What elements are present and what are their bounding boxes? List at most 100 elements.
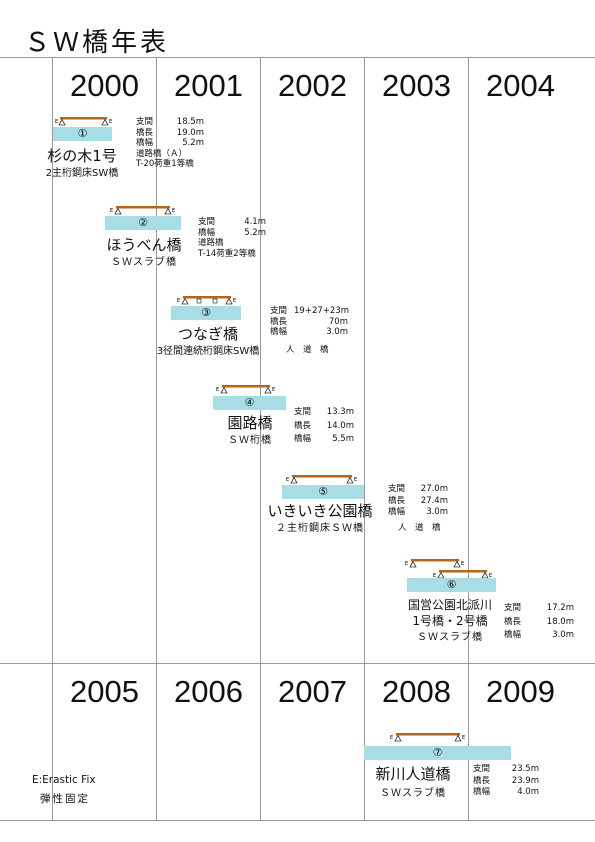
bridge-number: ③: [201, 306, 211, 319]
bridge-extra: T-20荷重1等橋: [136, 159, 194, 169]
grid-line-middle: [0, 663, 595, 664]
spec-value: 17.2m: [546, 603, 574, 613]
bridge-name: 新川人道橋: [375, 765, 451, 783]
spec-value: 70m: [328, 316, 348, 327]
bridge-number: ⑥: [446, 578, 457, 591]
svg-text:E: E: [177, 298, 180, 304]
bridge-type: 3径間連続桁鋼床SW橋: [156, 346, 260, 357]
bridge-extra: 人 道 橋: [398, 523, 441, 533]
spec-value: 23.9m: [511, 775, 539, 786]
bridge-number-box: [407, 578, 496, 592]
bridge-specs: 支間 19+27+23m 橋長 70m 橋幅 3.0m: [270, 306, 349, 338]
spec-value: 13.3m: [326, 407, 354, 417]
bridge-number-box: [364, 746, 511, 760]
spec-label: 橋長: [388, 495, 406, 506]
spec-value: 3.0m: [552, 630, 574, 640]
spec-label: 支間: [198, 217, 216, 227]
svg-text:E: E: [433, 573, 436, 579]
bridge-number: ②: [138, 216, 148, 229]
bridge-extra: 道路橋（Ａ）: [136, 148, 188, 159]
bridge-number-box: [171, 306, 241, 320]
spec-label: 支間: [270, 306, 288, 316]
spec-label: 橋長: [270, 316, 288, 327]
bridge-number: ④: [244, 396, 255, 409]
spec-label: 支間: [504, 603, 522, 613]
spec-value: 3.0m: [426, 507, 448, 517]
legend-elastic-fix: E:Erastic Fix: [32, 774, 96, 786]
svg-text:E: E: [216, 387, 219, 393]
bridge-name-line2: 1号橋・2号橋: [412, 614, 488, 628]
bridge-specs: 支間 18.5m 橋長 19.0m 橋幅 5.2m 道路橋（Ａ） T-20荷重1等橋: [136, 117, 204, 170]
spec-label: 橋幅: [294, 434, 312, 444]
year-label: 2003: [382, 68, 451, 103]
bridge-number-box: [282, 485, 364, 499]
bridge-elevation-icon: E E: [216, 385, 275, 394]
svg-text:E: E: [233, 298, 236, 304]
spec-label: 支間: [294, 407, 312, 417]
bridge-type: 2主桁鋼床SW橋: [45, 168, 119, 179]
bridge-specs: 支間 4.1m 橋幅 5.2m 道路橋 T-14荷重2等橋: [198, 217, 266, 259]
bridge-number-box: [213, 396, 286, 410]
bridge-elevation-icon: E E: [177, 296, 236, 305]
year-label: 2006: [174, 674, 243, 709]
bridge-type: ＳＷスラブ橋: [111, 257, 177, 268]
spec-value: 4.0m: [517, 787, 539, 797]
bridge-name: いきいき公園橋: [267, 502, 373, 520]
svg-text:E: E: [461, 561, 464, 567]
bridge-number-box: [105, 216, 181, 230]
bridge-specs: 支間 17.2m 橋長 18.0m 橋幅 3.0m: [504, 603, 574, 641]
spec-value: 23.5m: [511, 764, 539, 774]
bridge-elevation-icon: E E: [390, 733, 465, 742]
grid-line-top: [0, 57, 595, 58]
bridge-elevation-icon: E E: [110, 206, 175, 215]
year-label: 2007: [278, 674, 347, 709]
bridge-name: つなぎ橋: [177, 325, 238, 343]
svg-text:E: E: [489, 573, 492, 579]
grid-col-line: [364, 57, 365, 820]
bridge-elevation-icon: E E E E: [405, 559, 492, 579]
svg-text:E: E: [354, 477, 357, 483]
bridge-elevation-icon: E E: [55, 117, 112, 126]
spec-value: 19.0m: [176, 127, 204, 138]
bridge-type: ２主桁鋼床ＳＷ橋: [276, 523, 364, 534]
grid-col-line: [52, 57, 53, 820]
spec-value: 3.0m: [326, 327, 348, 337]
svg-text:E: E: [272, 387, 275, 393]
spec-value: 18.0m: [546, 616, 574, 627]
year-label: 2004: [486, 68, 555, 103]
grid-col-line: [468, 57, 469, 820]
svg-text:E: E: [109, 119, 112, 125]
bridge-type: ＳＷ桁橋: [228, 435, 272, 446]
spec-value: 27.0m: [420, 484, 448, 494]
page-title: ＳＷ橋年表: [24, 28, 170, 58]
spec-label: 橋幅: [136, 138, 154, 148]
grid-col-line: [260, 57, 261, 820]
spec-value: 5.2m: [244, 227, 266, 238]
spec-value: 18.5m: [176, 117, 204, 127]
bridge-number-box: [53, 127, 112, 141]
year-label: 2001: [174, 68, 243, 103]
svg-text:E: E: [172, 208, 175, 214]
spec-label: 支間: [388, 484, 406, 494]
year-label: 2002: [278, 68, 347, 103]
spec-label: 橋長: [504, 616, 522, 627]
spec-label: 橋幅: [198, 227, 216, 238]
bridge-name: ほうべん橋: [106, 236, 182, 254]
grid-line-bottom: [0, 820, 595, 821]
grid-col-line: [156, 57, 157, 820]
svg-text:E: E: [462, 735, 465, 741]
svg-text:E: E: [110, 208, 113, 214]
spec-value: 14.0m: [326, 420, 354, 431]
legend-elastic-fix-ja: 弾性固定: [40, 793, 90, 805]
spec-label: 橋長: [136, 127, 154, 138]
svg-text:E: E: [405, 561, 408, 567]
bridge-number: ①: [77, 127, 88, 140]
bridge-type: ＳＷスラブ橋: [417, 632, 483, 643]
spec-label: 支間: [136, 117, 154, 127]
year-label: 2008: [382, 674, 451, 709]
spec-value: 19+27+23m: [294, 306, 349, 316]
svg-text:E: E: [286, 477, 289, 483]
bridge-extra: 道路橋: [198, 238, 224, 248]
year-label: 2005: [70, 674, 139, 709]
spec-value: 5.5m: [332, 434, 354, 444]
